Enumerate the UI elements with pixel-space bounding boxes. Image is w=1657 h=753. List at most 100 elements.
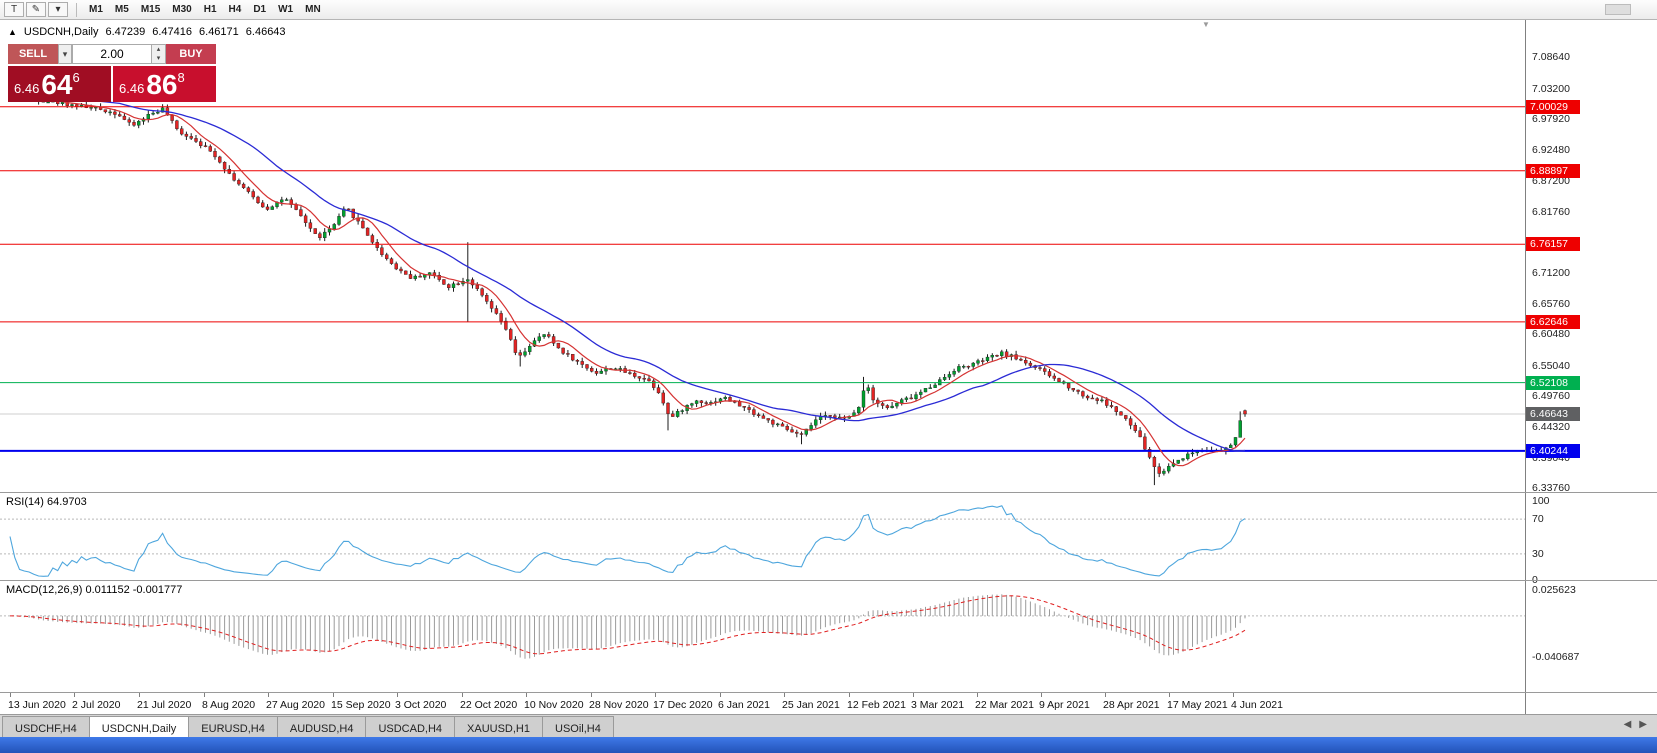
toolbar-icon-group: T ✎ ▾ bbox=[4, 2, 70, 17]
macd-indicator-chart[interactable] bbox=[0, 581, 1525, 692]
date-axis-tick bbox=[526, 693, 527, 697]
hline-price-tag[interactable]: 6.40244 bbox=[1526, 443, 1580, 458]
price-axis-tick: 7.03200 bbox=[1532, 82, 1570, 95]
date-axis-label: 22 Oct 2020 bbox=[460, 699, 518, 711]
date-axis-label: 17 May 2021 bbox=[1167, 699, 1228, 711]
timeframe-button-m1[interactable]: M1 bbox=[89, 4, 103, 15]
date-axis-tick bbox=[1169, 693, 1170, 697]
rsi-axis-label: 70 bbox=[1532, 513, 1544, 526]
rsi-axis-label: 30 bbox=[1532, 547, 1544, 560]
panel-separator bbox=[0, 580, 1657, 581]
price-axis-tick: 6.65760 bbox=[1532, 298, 1570, 310]
ohlc-open: 6.47239 bbox=[105, 26, 146, 38]
timeframe-button-mn[interactable]: MN bbox=[305, 4, 321, 15]
date-axis-label: 27 Aug 2020 bbox=[266, 699, 325, 711]
timeframe-button-h4[interactable]: H4 bbox=[228, 4, 242, 15]
timeframe-button-m15[interactable]: M15 bbox=[140, 4, 161, 15]
date-axis-label: 9 Apr 2021 bbox=[1039, 699, 1090, 711]
chart-tab-xauusd-h1[interactable]: XAUUSD,H1 bbox=[454, 716, 543, 737]
toolbar-overflow-button[interactable] bbox=[1605, 4, 1631, 15]
chart-tab-usdcnh-daily[interactable]: USDCNH,Daily bbox=[88, 716, 190, 737]
chart-template-icon[interactable]: T bbox=[4, 2, 24, 17]
date-axis-label: 17 Dec 2020 bbox=[653, 699, 713, 711]
toolbar-separator bbox=[76, 2, 77, 17]
sell-button[interactable]: SELL bbox=[8, 44, 58, 64]
hline-price-tag[interactable]: 6.52108 bbox=[1526, 375, 1580, 390]
date-axis-tick bbox=[1105, 693, 1106, 697]
price-axis-tick: 7.08640 bbox=[1532, 51, 1570, 64]
chart-tab-usoil-h4[interactable]: USOil,H4 bbox=[542, 716, 614, 737]
timeframe-button-h1[interactable]: H1 bbox=[203, 4, 217, 15]
buy-button[interactable]: BUY bbox=[166, 44, 216, 64]
price-axis-tick: 6.49760 bbox=[1532, 390, 1570, 403]
draw-tools-icon[interactable]: ✎ bbox=[26, 2, 46, 17]
volume-increase-button[interactable]: ▴ bbox=[152, 45, 165, 54]
tab-scroll-right-icon[interactable]: ▶ bbox=[1639, 719, 1647, 730]
date-axis-tick bbox=[74, 693, 75, 697]
date-axis-label: 6 Jan 2021 bbox=[718, 699, 770, 711]
buy-price-big-digits: 86 bbox=[146, 69, 178, 100]
hline-price-tag[interactable]: 7.00029 bbox=[1526, 99, 1580, 114]
volume-dropdown-caret-icon[interactable]: ▾ bbox=[58, 44, 72, 64]
date-axis-label: 10 Nov 2020 bbox=[524, 699, 584, 711]
date-axis-tick bbox=[204, 693, 205, 697]
sell-price-display[interactable]: 6.46 64 6 bbox=[8, 66, 111, 102]
timeframe-button-m30[interactable]: M30 bbox=[172, 4, 192, 15]
date-axis-label: 2 Jul 2020 bbox=[72, 699, 121, 711]
chart-plot-area[interactable]: ▲ USDCNH,Daily 6.47239 6.47416 6.46171 6… bbox=[0, 20, 1525, 714]
hline-price-tag[interactable]: 6.62646 bbox=[1526, 314, 1580, 329]
date-axis-label: 3 Mar 2021 bbox=[911, 699, 965, 711]
macd-label: MACD(12,26,9) 0.011152 -0.001777 bbox=[6, 584, 183, 596]
timeframe-button-m5[interactable]: M5 bbox=[114, 4, 129, 15]
price-axis-tick: 6.81760 bbox=[1532, 205, 1570, 218]
date-axis-tick bbox=[268, 693, 269, 697]
hline-price-tag[interactable]: 6.88897 bbox=[1526, 163, 1580, 178]
sell-price-prefix: 6.46 bbox=[14, 81, 40, 96]
chart-tab-audusd-h4[interactable]: AUDUSD,H4 bbox=[276, 716, 367, 737]
candlestick-chart[interactable] bbox=[0, 20, 1525, 492]
price-axis-tick: 6.55040 bbox=[1532, 359, 1570, 372]
dropdown-caret-icon[interactable]: ▾ bbox=[48, 2, 68, 17]
chart-tab-eurusd-h4[interactable]: EURUSD,H4 bbox=[188, 716, 278, 737]
timeframe-bar: M1 M5 M15 M30 H1 H4 D1 W1 MN bbox=[83, 3, 327, 16]
chart-header: ▲ USDCNH,Daily 6.47239 6.47416 6.46171 6… bbox=[8, 26, 286, 38]
status-bar bbox=[0, 737, 1657, 753]
date-axis-tick bbox=[397, 693, 398, 697]
date-axis-tick bbox=[333, 693, 334, 697]
date-axis-label: 28 Apr 2021 bbox=[1103, 699, 1160, 711]
date-axis-label: 25 Jan 2021 bbox=[782, 699, 840, 711]
date-axis-tick bbox=[591, 693, 592, 697]
date-axis-tick bbox=[720, 693, 721, 697]
macd-axis-label: 0.025623 bbox=[1532, 584, 1576, 596]
hline-price-tag[interactable]: 6.76157 bbox=[1526, 237, 1580, 252]
sell-price-big-digits: 64 bbox=[41, 69, 73, 100]
price-axis-tick: 6.44320 bbox=[1532, 421, 1570, 434]
date-axis-label: 22 Mar 2021 bbox=[975, 699, 1034, 711]
price-axis-tick: 6.92480 bbox=[1532, 144, 1570, 157]
chart-shift-marker[interactable]: ▼ bbox=[1202, 20, 1210, 29]
date-axis-label: 13 Jun 2020 bbox=[8, 699, 66, 711]
buy-price-display[interactable]: 6.46 86 8 bbox=[113, 66, 216, 102]
price-axis-tick: 6.33760 bbox=[1532, 482, 1570, 495]
ohlc-low: 6.46171 bbox=[199, 26, 239, 38]
date-axis-tick bbox=[784, 693, 785, 697]
price-axis: 7.08640 7.03200 6.97920 6.92480 6.87200 6.817… bbox=[1525, 20, 1657, 714]
chart-tab-strip: USDCHF,H4 USDCNH,Daily EURUSD,H4 AUDUSD,H4 U… bbox=[0, 715, 1657, 737]
chart-tab-usdchf-h4[interactable]: USDCHF,H4 bbox=[2, 716, 90, 737]
date-axis: 13 Jun 2020 2 Jul 2020 21 Jul 2020 8 Aug 20… bbox=[0, 693, 1525, 714]
date-axis-label: 8 Aug 2020 bbox=[202, 699, 256, 711]
date-axis-label: 28 Nov 2020 bbox=[589, 699, 649, 711]
timeframe-button-d1[interactable]: D1 bbox=[253, 4, 267, 15]
one-click-panel-toggle[interactable]: ▲ bbox=[8, 27, 17, 37]
volume-input[interactable]: 2.00 bbox=[72, 44, 152, 64]
date-axis-tick bbox=[913, 693, 914, 697]
tab-scroll-left-icon[interactable]: ◀ bbox=[1623, 719, 1632, 730]
date-axis-tick bbox=[10, 693, 11, 697]
date-axis-tick bbox=[655, 693, 656, 697]
date-axis-label: 21 Jul 2020 bbox=[137, 699, 192, 711]
rsi-indicator-chart[interactable] bbox=[0, 493, 1525, 580]
chart-tab-usdcad-h4[interactable]: USDCAD,H4 bbox=[365, 716, 456, 737]
top-toolbar: T ✎ ▾ M1 M5 M15 M30 H1 H4 D1 W1 MN bbox=[0, 0, 1657, 20]
volume-decrease-button[interactable]: ▾ bbox=[152, 54, 165, 63]
timeframe-button-w1[interactable]: W1 bbox=[278, 4, 294, 15]
